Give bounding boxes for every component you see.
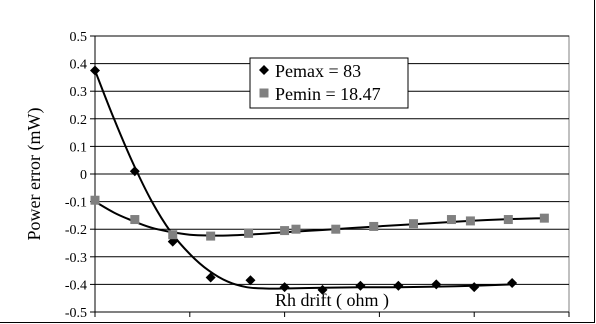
legend-box	[249, 57, 409, 109]
trend-line-pemax	[94, 70, 513, 290]
y-tick-label: 0.5	[70, 30, 88, 45]
data-point-pemin	[90, 195, 100, 205]
legend: Pemax = 83 Pemin = 18.47	[249, 57, 409, 109]
data-point-pemax	[393, 280, 404, 291]
data-point-pemin	[369, 221, 379, 231]
y-tick-label: -0.5	[65, 306, 87, 321]
data-point-pemax	[507, 278, 518, 289]
y-tick-label: 0.4	[70, 58, 88, 73]
data-point-pemin	[291, 224, 301, 234]
data-point-pemax	[431, 279, 442, 290]
data-point-pemin	[168, 230, 178, 240]
y-tick-label: 0.3	[70, 85, 88, 100]
y-tick-label: -0.2	[65, 223, 87, 238]
y-tick-label: -0.3	[65, 251, 87, 266]
data-points	[90, 65, 549, 295]
data-point-pemin	[206, 231, 216, 241]
data-point-pemin	[539, 213, 549, 223]
legend-symbol	[259, 88, 269, 98]
trend-lines	[94, 70, 545, 290]
y-tick-label: 0	[80, 168, 87, 183]
y-tick-label: -0.1	[65, 196, 87, 211]
data-point-pemax	[205, 272, 216, 283]
data-point-pemin	[409, 219, 419, 229]
data-point-pemin	[446, 215, 456, 225]
data-point-pemin	[280, 226, 290, 236]
y-tick-label: 0.2	[70, 113, 88, 128]
data-point-pemax	[279, 282, 290, 293]
trend-line-pemin	[94, 200, 545, 237]
data-point-pemax	[129, 166, 140, 177]
data-point-pemin	[331, 224, 341, 234]
data-point-pemax	[355, 280, 366, 291]
data-point-pemin	[465, 216, 475, 226]
data-point-pemax	[469, 282, 480, 293]
data-point-pemin	[503, 215, 513, 225]
legend-label-pemin: Pemin = 18.47	[275, 84, 381, 104]
legend-symbol	[259, 65, 269, 75]
data-point-pemax	[90, 65, 100, 76]
legend-marker-square	[259, 88, 269, 98]
data-point-pemax	[317, 284, 328, 295]
legend-marker-diamond	[259, 65, 269, 75]
x-axis-title: Rh drift ( ohm )	[275, 290, 389, 311]
legend-label-pemax: Pemax = 83	[275, 61, 361, 81]
tick-labels: 0.50.40.30.20.10-0.1-0.2-0.3-0.4-0.50510…	[65, 30, 576, 324]
data-point-pemin	[130, 215, 140, 225]
data-point-pemin	[244, 228, 254, 238]
y-tick-label: -0.4	[65, 278, 87, 293]
y-axis-title: Power error (mW)	[24, 108, 45, 241]
data-point-pemax	[245, 275, 256, 286]
y-tick-label: 0.1	[70, 140, 88, 155]
